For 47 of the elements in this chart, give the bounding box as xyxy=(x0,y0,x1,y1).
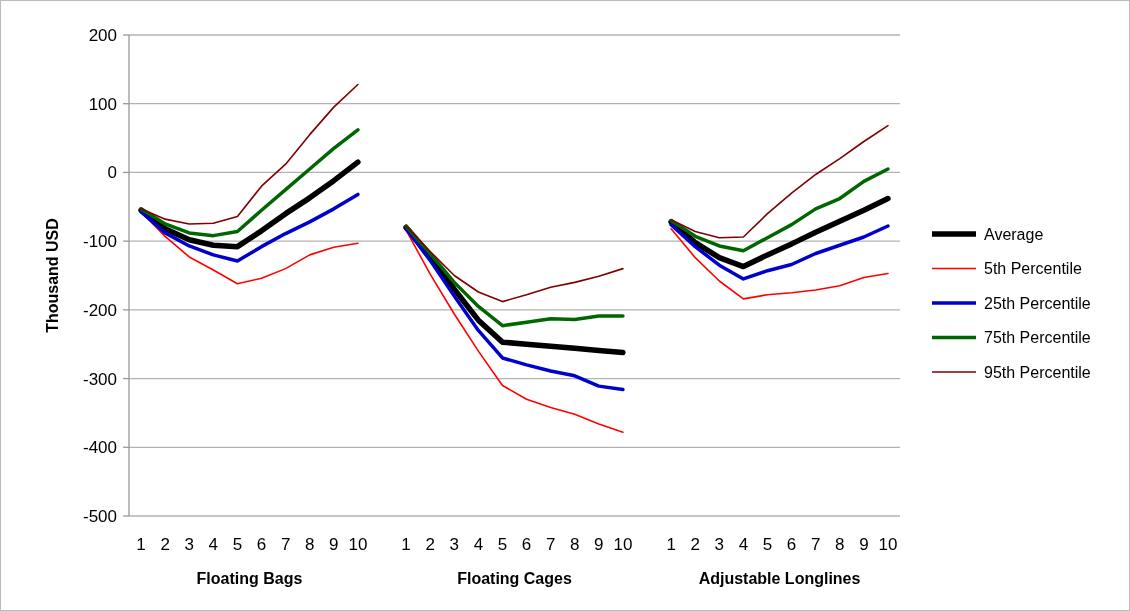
y-axis-title: Thousand USD xyxy=(44,218,61,333)
y-tick-label: 200 xyxy=(88,25,117,45)
legend-label: 5th Percentile xyxy=(984,260,1082,278)
x-tick-label: 2 xyxy=(425,535,435,554)
x-tick-label: 4 xyxy=(738,535,749,554)
x-tick-label: 6 xyxy=(521,535,532,554)
x-tick-label: 1 xyxy=(401,535,411,554)
x-tick-label: 10 xyxy=(878,535,898,554)
x-tick-label: 5 xyxy=(497,535,508,554)
x-tick-label: 8 xyxy=(304,535,315,554)
text: Floating Bags xyxy=(196,570,303,587)
x-tick-label: 7 xyxy=(545,535,556,554)
y-tick-label: 100 xyxy=(88,94,117,114)
x-tick-label: 10 xyxy=(613,535,633,554)
x-tick-label: 9 xyxy=(329,535,339,554)
y-tick-label: 0 xyxy=(107,163,117,183)
x-tick-label: 2 xyxy=(160,535,170,554)
x-tick-label: 3 xyxy=(184,535,194,554)
x-tick-label: 9 xyxy=(594,535,604,554)
legend-label: Average xyxy=(984,225,1044,243)
legend-label: 25th Percentile xyxy=(984,294,1091,312)
x-tick-label: 7 xyxy=(280,535,291,554)
x-tick-label: 10 xyxy=(348,535,368,554)
x-tick-label: 5 xyxy=(232,535,243,554)
legend-label: 95th Percentile xyxy=(984,363,1091,381)
x-tick-label: 1 xyxy=(136,535,146,554)
x-tick-label: 5 xyxy=(762,535,773,554)
text: Adjustable Longlines xyxy=(698,570,861,587)
y-tick-label: -400 xyxy=(82,438,117,458)
y-tick-label: -500 xyxy=(82,506,117,526)
x-tick-label: 6 xyxy=(786,535,797,554)
text: Floating Cages xyxy=(457,570,572,587)
x-tick-label: 1 xyxy=(666,535,676,554)
legend-label: 75th Percentile xyxy=(984,329,1091,347)
x-tick-label: 8 xyxy=(570,535,580,554)
x-tick-label: 4 xyxy=(208,535,219,554)
x-tick-label: 8 xyxy=(835,535,845,554)
x-tick-label: 2 xyxy=(690,535,700,554)
x-tick-label: 4 xyxy=(473,535,484,554)
x-tick-label: 3 xyxy=(449,535,459,554)
x-tick-label: 7 xyxy=(810,535,821,554)
x-tick-label: 3 xyxy=(714,535,725,554)
y-tick-label: -100 xyxy=(82,232,117,252)
x-tick-label: 9 xyxy=(859,535,869,554)
y-tick-label: -300 xyxy=(82,369,117,389)
x-tick-label: 6 xyxy=(256,535,267,554)
y-tick-label: -200 xyxy=(82,300,117,320)
